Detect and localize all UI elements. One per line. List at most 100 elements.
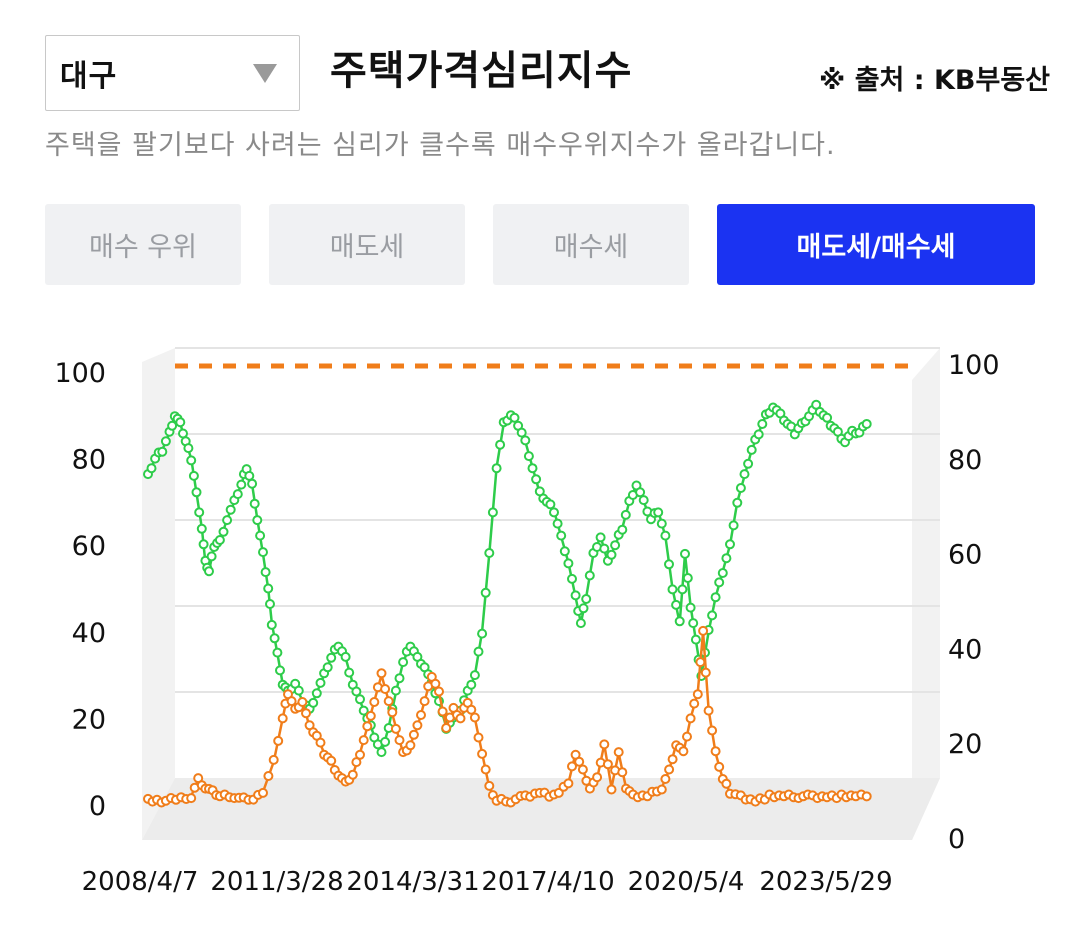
data-point	[269, 633, 280, 644]
data-point	[545, 499, 556, 510]
data-point	[685, 602, 696, 613]
data-point	[653, 507, 664, 518]
data-point	[369, 697, 380, 707]
data-point	[610, 540, 621, 551]
tab-buy-trend[interactable]: 매수세	[493, 204, 689, 285]
data-point	[743, 458, 754, 469]
data-point	[263, 583, 274, 594]
data-point	[265, 599, 275, 609]
data-point	[703, 705, 714, 716]
data-point	[753, 429, 764, 440]
data-point	[698, 625, 709, 636]
data-point	[613, 747, 624, 758]
data-point	[255, 530, 266, 541]
chart-description: 주택을 팔기보다 사려는 심리가 클수록 매수우위지수가 올라갑니다.	[45, 130, 836, 161]
data-point	[311, 688, 322, 699]
data-point	[157, 446, 168, 457]
data-point	[606, 549, 617, 560]
data-point	[574, 756, 585, 767]
data-point	[660, 530, 671, 541]
data-point	[355, 694, 365, 705]
data-point	[196, 523, 207, 534]
data-point	[714, 577, 725, 588]
data-point	[531, 474, 542, 485]
data-point	[484, 780, 495, 791]
data-point	[592, 772, 603, 783]
tab-sell-trend[interactable]: 매도세	[269, 204, 465, 285]
data-point	[638, 495, 649, 506]
data-point	[599, 543, 610, 554]
data-point	[340, 651, 351, 662]
data-point	[685, 713, 696, 724]
data-point	[394, 735, 405, 746]
right-axis-tick-label: 80	[948, 445, 982, 476]
data-point	[563, 558, 574, 569]
data-point	[556, 530, 567, 541]
data-point	[277, 713, 288, 724]
indicator-tabs: 매수 우위 매도세 매수세 매도세/매수세	[45, 204, 1035, 285]
page-title: 주택가격심리지수	[330, 48, 633, 94]
data-point	[266, 619, 277, 630]
data-point	[236, 479, 247, 490]
data-point	[167, 420, 178, 431]
data-point	[577, 764, 588, 775]
data-point	[419, 696, 430, 707]
data-point	[660, 774, 671, 784]
region-select[interactable]: 대구	[45, 35, 300, 111]
left-axis: 0 20 40 60 80 100	[54, 358, 106, 822]
data-point	[466, 704, 477, 715]
data-point	[188, 470, 199, 481]
x-axis-tick-label: 2011/3/28	[210, 867, 343, 897]
data-point	[688, 618, 699, 629]
data-point	[473, 732, 484, 743]
right-axis-tick-label: 60	[948, 540, 982, 571]
data-point	[667, 754, 678, 765]
price-sentiment-chart: 0 20 40 60 80 100 0 20 40 60 80 100 2008/4/7 2011/3…	[54, 347, 1000, 897]
data-point	[390, 685, 401, 696]
data-point	[664, 559, 674, 570]
tab-sell-buy-trend[interactable]: 매도세/매수세	[717, 204, 1035, 285]
data-point	[725, 539, 735, 550]
x-axis-tick-label: 2023/5/29	[759, 867, 892, 897]
data-point	[301, 708, 311, 719]
data-point	[322, 662, 333, 673]
data-point	[297, 697, 308, 707]
series-1	[143, 625, 872, 808]
data-point	[194, 507, 205, 518]
right-axis-tick-label: 20	[948, 729, 982, 760]
data-point	[437, 706, 448, 717]
tab-buyer-dominance[interactable]: 매수 우위	[45, 204, 241, 285]
data-point	[376, 747, 387, 758]
left-axis-tick-label: 20	[72, 704, 106, 735]
data-point	[326, 755, 337, 766]
data-point	[434, 686, 444, 697]
data-point	[225, 504, 236, 515]
data-point	[690, 634, 701, 645]
data-point	[441, 723, 452, 733]
back-wall	[175, 348, 940, 778]
left-axis-tick-label: 100	[54, 358, 106, 389]
data-point	[469, 670, 480, 681]
data-point	[416, 710, 426, 720]
data-point	[861, 791, 872, 802]
region-select-value: 대구	[60, 59, 118, 94]
data-point	[739, 469, 750, 480]
data-point	[383, 696, 394, 707]
data-point	[466, 679, 477, 690]
data-point	[667, 584, 678, 595]
data-point	[692, 689, 703, 700]
data-point	[495, 439, 506, 450]
data-point	[707, 610, 718, 621]
data-point	[222, 515, 233, 526]
x-axis-tick-label: 2014/3/31	[346, 867, 479, 897]
data-point	[355, 749, 365, 760]
data-point	[178, 428, 188, 439]
data-point	[861, 418, 872, 429]
data-point	[523, 451, 534, 462]
data-point	[710, 592, 721, 603]
data-point	[455, 713, 466, 724]
data-point	[260, 567, 271, 578]
data-point	[559, 546, 570, 557]
data-point	[380, 736, 391, 747]
data-point	[710, 746, 721, 757]
